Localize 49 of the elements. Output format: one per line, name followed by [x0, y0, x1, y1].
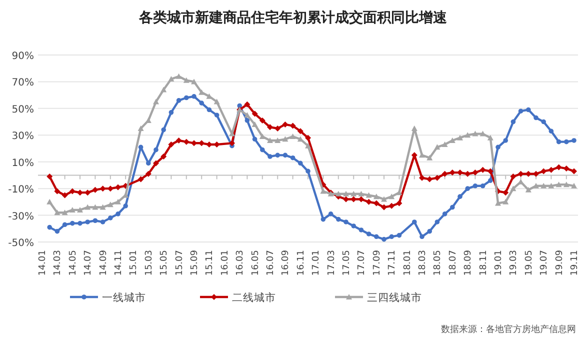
- x-tick-label: 14.05: [68, 250, 78, 276]
- x-tick-label: 17.11: [388, 250, 398, 276]
- y-tick-label: 50%: [12, 104, 34, 116]
- x-tick-label: 18.07: [448, 250, 458, 276]
- x-tick-label: 17.07: [357, 250, 368, 276]
- x-tick-label: 16.11: [296, 250, 306, 276]
- x-tick-label: 16.05: [250, 250, 261, 276]
- x-tick-label: 15.09: [190, 250, 200, 276]
- x-tick-label: 14.03: [53, 250, 64, 276]
- x-tick-label: 17.05: [342, 250, 352, 276]
- x-tick-label: 18.05: [433, 250, 444, 276]
- y-tick-label: 30%: [12, 131, 34, 142]
- x-tick-label: 19.05: [524, 250, 534, 276]
- x-tick-label: 16.07: [266, 250, 276, 276]
- x-tick-label: 18.09: [464, 250, 474, 276]
- x-tick-label: 18.03: [418, 250, 428, 276]
- x-tick-label: 19.03: [509, 250, 520, 276]
- x-tick-label: 19.09: [554, 250, 565, 276]
- x-tick-label: 14.01: [38, 250, 48, 276]
- legend-label: 一线城市: [102, 291, 146, 304]
- x-tick-label: 17.03: [326, 250, 337, 276]
- x-tick-label: 15.03: [144, 250, 154, 276]
- y-tick-label: -30%: [8, 211, 34, 222]
- x-tick-label: 15.05: [160, 250, 170, 276]
- y-tick-label: -10%: [8, 184, 34, 196]
- x-tick-label: 16.03: [236, 250, 246, 276]
- x-tick-label: 19.01: [494, 250, 504, 276]
- x-tick-label: 18.11: [478, 250, 489, 276]
- legend-label: 二线城市: [232, 291, 276, 304]
- x-tick-label: 14.07: [84, 250, 94, 276]
- x-tick-label: 14.11: [114, 250, 124, 276]
- x-tick-label: 15.07: [174, 250, 185, 276]
- y-tick-label: 70%: [12, 78, 34, 89]
- x-tick-label: 19.07: [540, 250, 550, 276]
- y-tick-label: 10%: [12, 158, 34, 169]
- x-tick-label: 15.01: [129, 250, 140, 276]
- y-tick-label: -50%: [8, 238, 34, 249]
- x-tick-label: 18.01: [402, 250, 413, 276]
- chart-title: 各类城市新建商品住宅年初累计成交面积同比增速: [138, 9, 448, 26]
- x-tick-label: 16.09: [281, 250, 292, 276]
- y-tick-label: 90%: [12, 51, 34, 62]
- x-tick-label: 19.11: [570, 250, 580, 276]
- x-tick-label: 17.09: [372, 250, 382, 276]
- x-tick-label: 15.11: [205, 250, 216, 276]
- source-note: 数据来源：各地官方房地产信息网: [441, 324, 576, 335]
- legend-label: 三四线城市: [367, 291, 422, 304]
- x-tick-label: 16.01: [220, 250, 230, 276]
- x-tick-label: 14.09: [98, 250, 109, 276]
- x-tick-label: 17.01: [312, 250, 322, 276]
